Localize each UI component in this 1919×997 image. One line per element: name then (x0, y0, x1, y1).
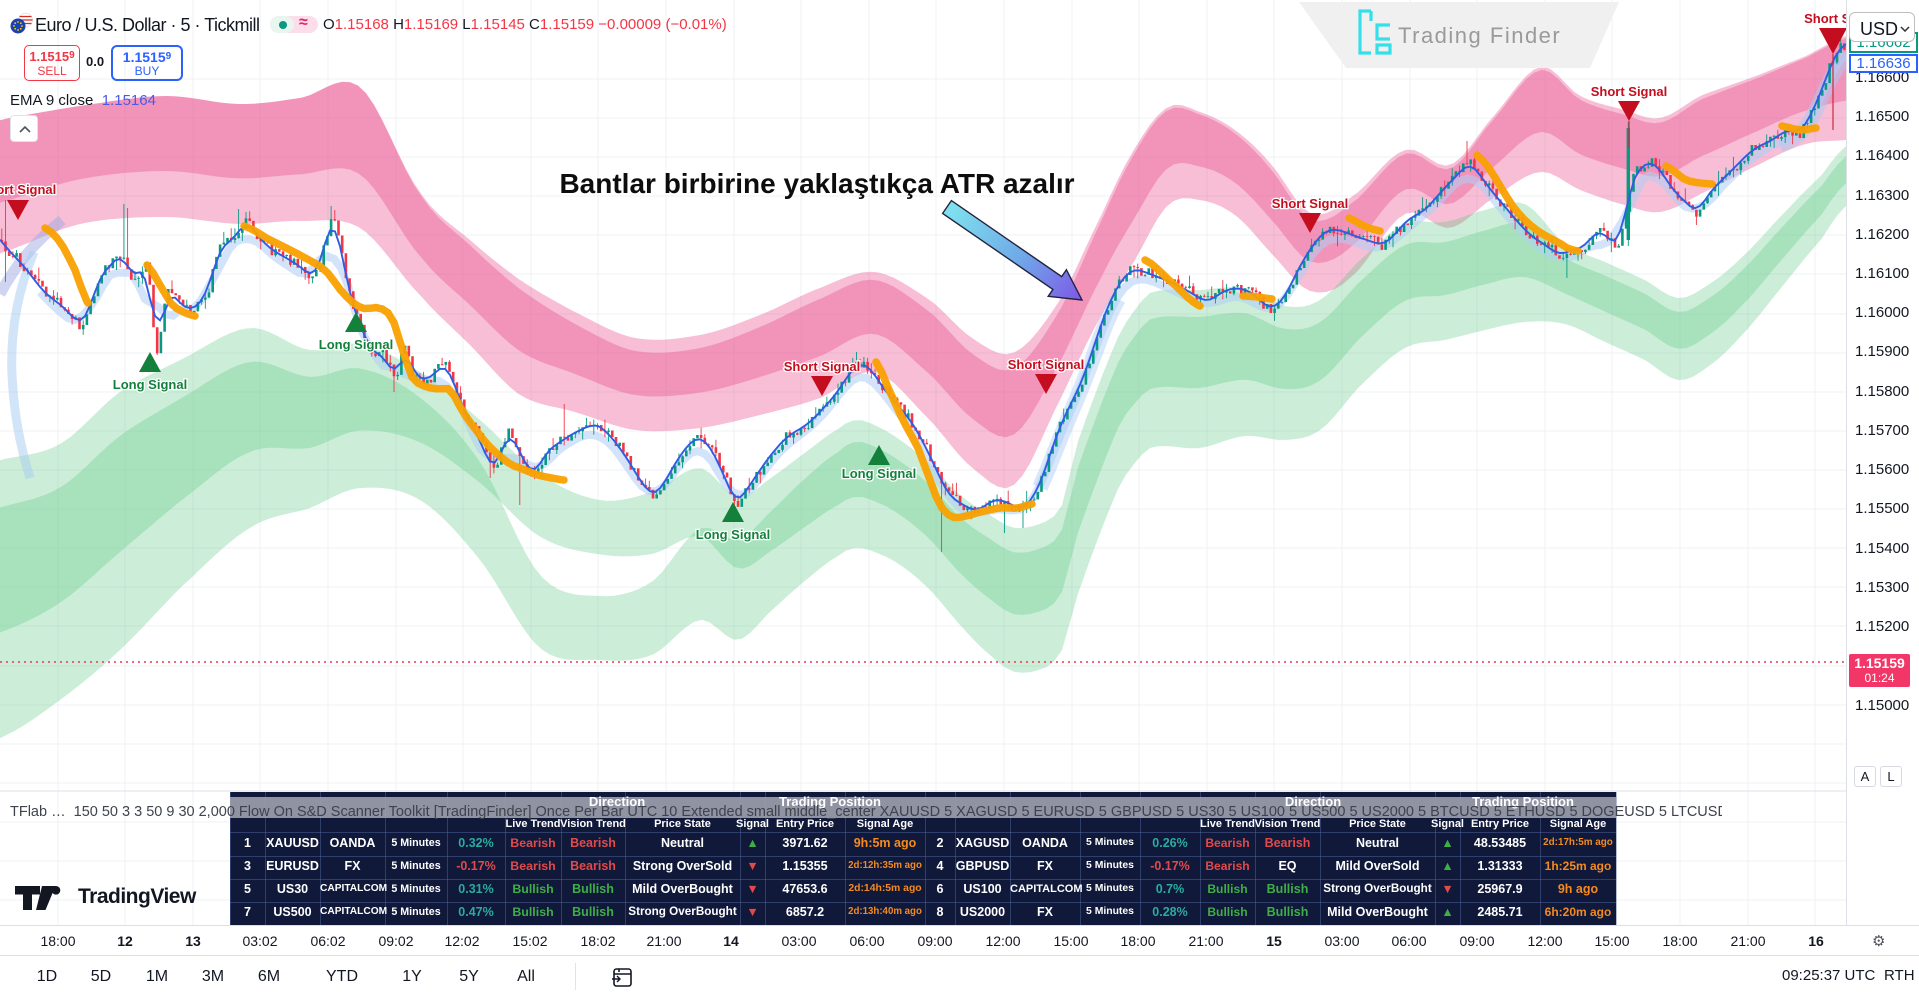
svg-text:Long Signal: Long Signal (696, 527, 770, 542)
svg-text:Short Signal: Short Signal (784, 359, 861, 374)
svg-text:Short Signal: Short Signal (0, 182, 56, 197)
svg-text:Short Signal: Short Signal (1008, 357, 1085, 372)
svg-text:Short Signal: Short Signal (1272, 196, 1349, 211)
svg-text:Long Signal: Long Signal (113, 377, 187, 392)
svg-text:Long Signal: Long Signal (319, 337, 393, 352)
svg-text:Short Sig: Short Sig (1804, 11, 1862, 26)
svg-text:Short Signal: Short Signal (1591, 84, 1668, 99)
svg-text:Long Signal: Long Signal (842, 466, 916, 481)
